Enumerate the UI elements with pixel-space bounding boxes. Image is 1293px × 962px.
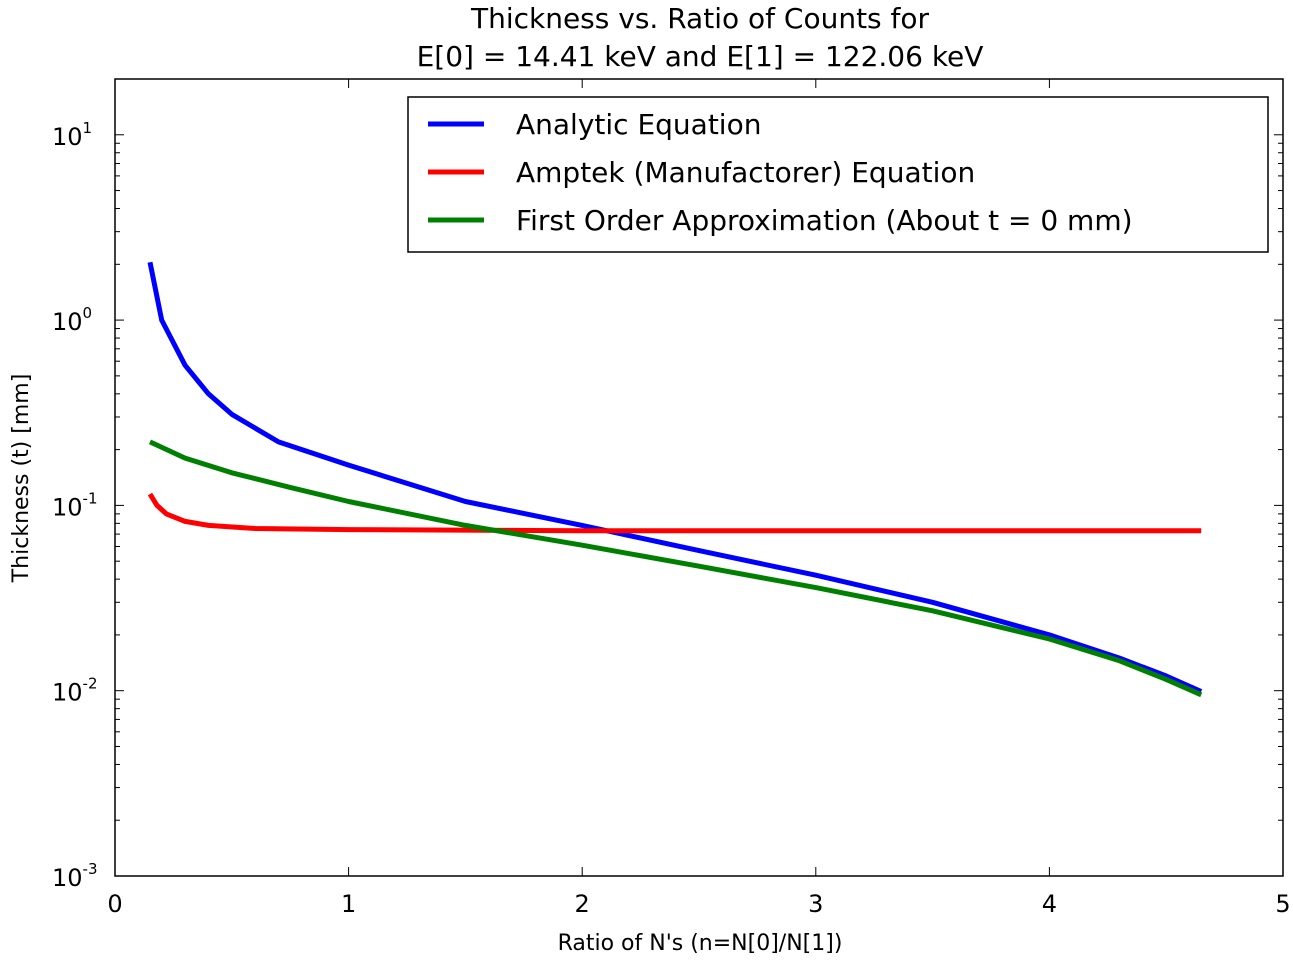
y-tick-label: 100 xyxy=(52,304,92,336)
x-tick-label: 5 xyxy=(1275,890,1290,918)
legend: Analytic Equation Amptek (Manufactorer) … xyxy=(407,96,1269,253)
plot-frame xyxy=(114,78,1284,877)
series-lines xyxy=(147,261,1203,698)
chart-title: Thickness vs. Ratio of Counts for xyxy=(470,2,930,35)
y-axis-label: Thickness (t) [mm] xyxy=(9,374,34,584)
x-tick-labels: 0 1 2 3 4 5 xyxy=(107,890,1290,918)
x-tick-label: 0 xyxy=(107,890,122,918)
x-tick-label: 1 xyxy=(341,890,356,918)
legend-label-analytic: Analytic Equation xyxy=(516,108,761,141)
series-line-analytic xyxy=(147,261,1203,694)
y-tick-label: 10-3 xyxy=(52,860,98,892)
legend-box xyxy=(407,96,1269,253)
series-line-first-order xyxy=(148,439,1203,698)
y-tick-label: 10-1 xyxy=(52,489,98,521)
x-axis-label: Ratio of N's (n=N[0]/N[1]) xyxy=(558,931,843,956)
x-tick-label: 2 xyxy=(575,890,590,918)
legend-label-first-order: First Order Approximation (About t = 0 m… xyxy=(516,204,1133,237)
x-tick-label: 4 xyxy=(1042,890,1057,918)
x-tick-label: 3 xyxy=(808,890,823,918)
legend-label-amptek: Amptek (Manufactorer) Equation xyxy=(516,156,975,189)
chart-subtitle: E[0] = 14.41 keV and E[1] = 122.06 keV xyxy=(417,40,984,73)
y-tick-labels: 10-3 10-2 10-1 100 101 xyxy=(52,119,98,892)
series-line-amptek xyxy=(147,492,1202,534)
y-tick-label: 101 xyxy=(52,119,92,151)
y-tick-label: 10-2 xyxy=(52,675,98,707)
